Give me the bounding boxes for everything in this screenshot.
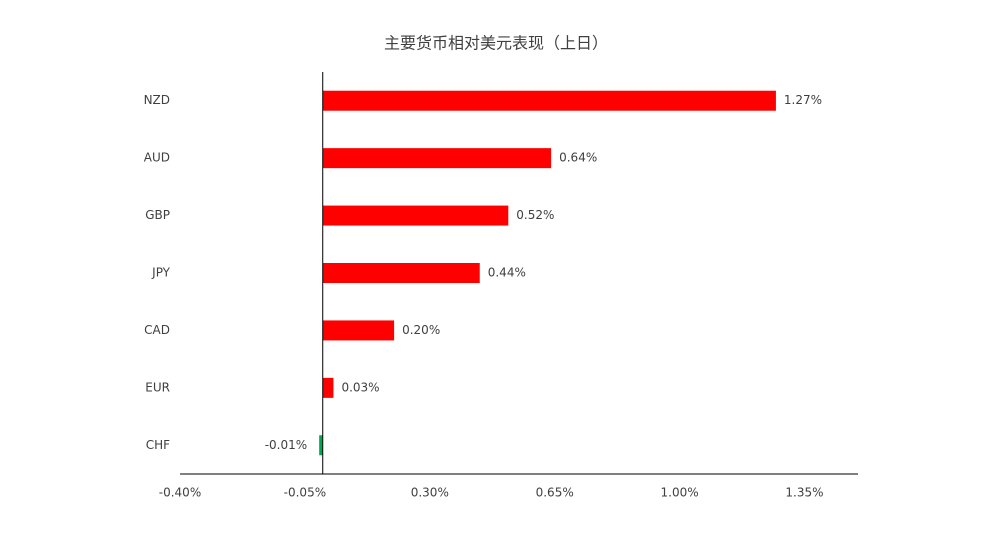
x-tick-label: 0.30% <box>411 486 449 500</box>
value-label: 0.20% <box>402 323 440 337</box>
bar <box>322 205 509 226</box>
bar <box>319 435 323 456</box>
value-label: 0.03% <box>341 380 379 394</box>
value-label: 0.52% <box>516 208 554 222</box>
bar <box>322 90 776 111</box>
y-tick-label: EUR <box>145 380 170 394</box>
chart-title: 主要货币相对美元表现（上日） <box>384 34 608 53</box>
value-label: 1.27% <box>784 93 822 107</box>
y-tick-label: AUD <box>144 151 170 165</box>
value-label: -0.01% <box>265 438 307 452</box>
bar <box>322 263 480 283</box>
x-tick-label: -0.05% <box>284 486 326 500</box>
bar <box>322 320 395 341</box>
bar <box>322 377 334 398</box>
y-tick-label: CHF <box>146 438 170 452</box>
y-tick-label: GBP <box>145 208 170 222</box>
x-tick-label: 1.00% <box>661 486 699 500</box>
y-tick-label: JPY <box>151 266 171 280</box>
value-label: 0.44% <box>488 266 526 280</box>
x-tick-label: 1.35% <box>785 486 823 500</box>
value-label: 0.64% <box>559 151 597 165</box>
bar <box>322 148 552 169</box>
x-tick-label: 0.65% <box>536 486 574 500</box>
y-tick-label: CAD <box>144 323 170 337</box>
x-tick-label: -0.40% <box>159 486 201 500</box>
y-tick-label: NZD <box>144 93 170 107</box>
